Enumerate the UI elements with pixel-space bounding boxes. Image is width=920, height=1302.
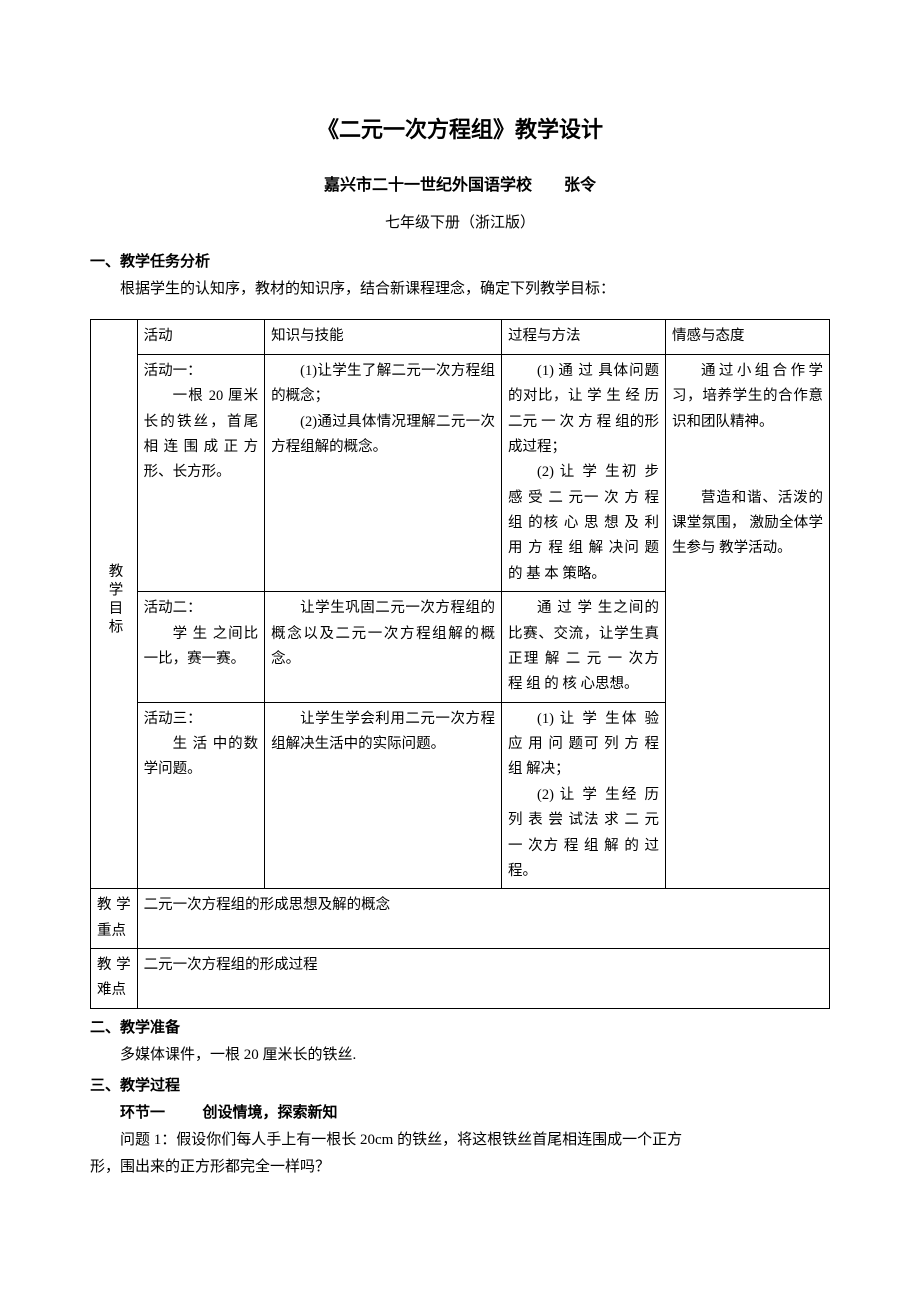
cell-text: (2) 让 学 生经 历 列 表 尝 试法 求 二 元 一 次方 程 组 解 的…	[508, 783, 659, 885]
row-label-text: 教学目标	[101, 563, 126, 637]
cell-text: 活动三：	[144, 711, 202, 727]
cell-text: 通 过 学 生之间的比赛、交流，让学生真正理 解 二 元 一 次方 程 组 的 …	[508, 596, 659, 698]
process-3: (1) 让 学 生体 验 应 用 问 题可 列 方 程 组 解决； (2) 让 …	[502, 702, 666, 889]
cell-text: 营造和谐、活泼的课堂氛围， 激励全体学生参与 教学活动。	[672, 486, 823, 562]
table-row-focus: 教学重点 二元一次方程组的形成思想及解的概念	[91, 889, 830, 949]
document-title: 《二元一次方程组》教学设计	[90, 110, 830, 150]
focus-text: 二元一次方程组的形成思想及解的概念	[137, 889, 829, 949]
question-1-line1: 问题 1：假设你们每人手上有一根长 20cm 的铁丝，将这根铁丝首尾相连围成一个…	[90, 1127, 830, 1154]
process-2: 通 过 学 生之间的比赛、交流，让学生真正理 解 二 元 一 次方 程 组 的 …	[502, 592, 666, 703]
environment-heading: 环节一 创设情境，探索新知	[90, 1100, 830, 1127]
row-label-objectives: 教学目标	[91, 320, 138, 889]
activity-2: 活动二： 学 生 之间比一比，赛一赛。	[137, 592, 265, 703]
knowledge-3: 让学生学会利用二元一次方程组解决生活中的实际问题。	[265, 702, 502, 889]
cell-text: 让学生学会利用二元一次方程组解决生活中的实际问题。	[271, 707, 495, 758]
activity-1: 活动一： 一根 20 厘米长的铁丝，首尾相连围成正方形、长方形。	[137, 354, 265, 591]
header-process: 过程与方法	[502, 320, 666, 354]
knowledge-2: 让学生巩固二元一次方程组的概念以及二元一次方程组解的概念。	[265, 592, 502, 703]
question-1-line2: 形，围出来的正方形都完全一样吗？	[90, 1154, 830, 1181]
knowledge-1: (1)让学生了解二元一次方程组的概念； (2)通过具体情况理解二元一次方程组解的…	[265, 354, 502, 591]
section-2-heading: 二、教学准备	[90, 1015, 830, 1042]
section-1-heading: 一、教学任务分析	[90, 249, 830, 276]
table-row-difficulty: 教学难点 二元一次方程组的形成过程	[91, 949, 830, 1009]
process-1: (1) 通 过 具体问题的对比，让 学 生 经 历 二元 一 次 方 程 组的形…	[502, 354, 666, 591]
cell-text: 一根 20 厘米长的铁丝，首尾相连围成正方形、长方形。	[144, 384, 259, 486]
header-emotion: 情感与态度	[665, 320, 829, 354]
cell-text: 让学生巩固二元一次方程组的概念以及二元一次方程组解的概念。	[271, 596, 495, 672]
header-knowledge: 知识与技能	[265, 320, 502, 354]
section-2-text: 多媒体课件，一根 20 厘米长的铁丝.	[90, 1042, 830, 1069]
document-subtitle: 嘉兴市二十一世纪外国语学校 张令	[90, 172, 830, 201]
cell-text: (1) 让 学 生体 验 应 用 问 题可 列 方 程 组 解决；	[508, 707, 659, 783]
cell-text: 生 活 中的数学问题。	[144, 732, 259, 783]
header-activity: 活动	[137, 320, 265, 354]
activity-3: 活动三： 生 活 中的数学问题。	[137, 702, 265, 889]
env-title: 创设情境，探索新知	[203, 1105, 338, 1121]
document-edition: 七年级下册（浙江版）	[90, 210, 830, 237]
focus-label: 教学重点	[91, 889, 138, 949]
table-row: 活动一： 一根 20 厘米长的铁丝，首尾相连围成正方形、长方形。 (1)让学生了…	[91, 354, 830, 591]
cell-text: 学 生 之间比一比，赛一赛。	[144, 622, 259, 673]
cell-text: (1)让学生了解二元一次方程组的概念；	[271, 359, 495, 410]
cell-text: 活动二：	[144, 600, 202, 616]
section-1-intro: 根据学生的认知序，教材的知识序，结合新课程理念，确定下列教学目标：	[90, 276, 830, 303]
cell-text: (2) 让 学 生初 步 感 受 二 元一 次 方 程 组 的核 心 思 想 及…	[508, 460, 659, 587]
difficulty-label: 教学难点	[91, 949, 138, 1009]
section-3-heading: 三、教学过程	[90, 1073, 830, 1100]
difficulty-text: 二元一次方程组的形成过程	[137, 949, 829, 1009]
emotion-1: 通过小组合作学习，培养学生的合作意识和团队精神。 营造和谐、活泼的课堂氛围， 激…	[665, 354, 829, 889]
cell-text: 通过小组合作学习，培养学生的合作意识和团队精神。	[672, 359, 823, 435]
cell-text: 活动一：	[144, 363, 202, 379]
table-header-row: 教学目标 活动 知识与技能 过程与方法 情感与态度	[91, 320, 830, 354]
cell-text: (1) 通 过 具体问题的对比，让 学 生 经 历 二元 一 次 方 程 组的形…	[508, 359, 659, 461]
cell-text: (2)通过具体情况理解二元一次方程组解的概念。	[271, 410, 495, 461]
env-label: 环节一	[120, 1105, 165, 1121]
objectives-table: 教学目标 活动 知识与技能 过程与方法 情感与态度 活动一： 一根 20 厘米长…	[90, 319, 830, 1008]
